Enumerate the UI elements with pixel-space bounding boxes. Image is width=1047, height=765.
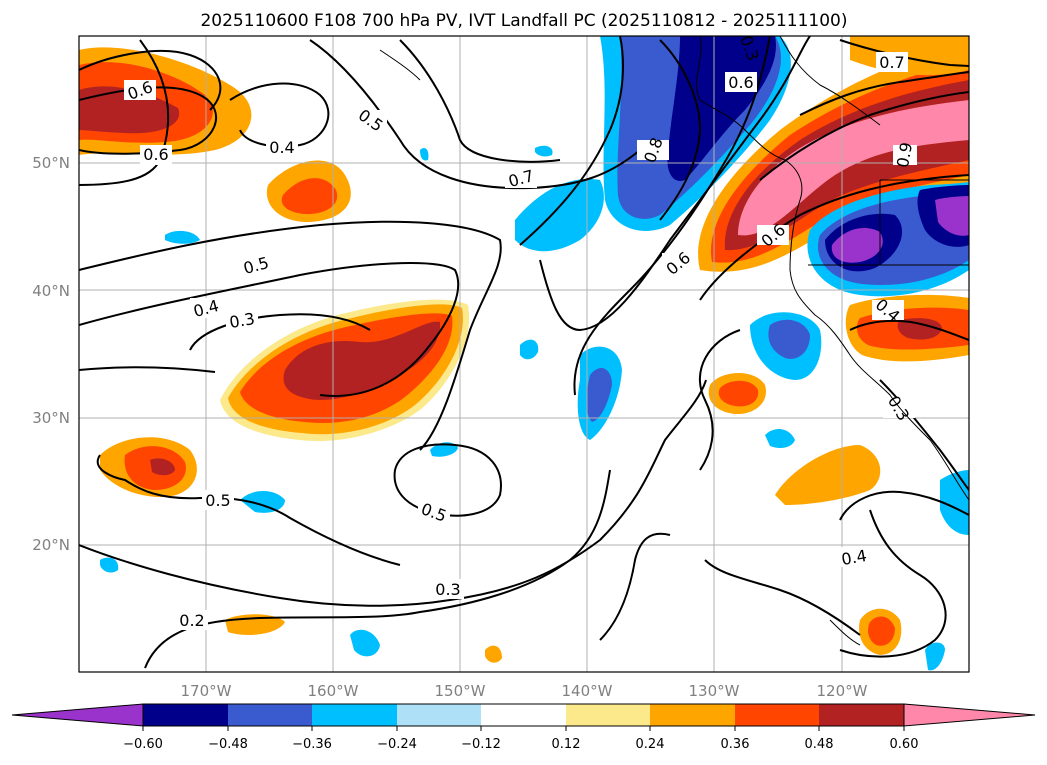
colorbar-segment <box>735 704 819 726</box>
colorbar-tick: 0.60 <box>890 737 919 752</box>
contour-labels: 0.6 0.6 0.5 0.4 0.7 0.8 0.6 0.6 0.7 0.5 … <box>124 33 917 630</box>
lon-tick: 160°W <box>308 682 359 700</box>
colorbar-extend-low <box>11 703 144 727</box>
contour-layer <box>79 36 969 669</box>
colorbar-segment <box>397 704 481 726</box>
colorbar-segment <box>819 704 904 726</box>
colorbar-segment <box>228 704 312 726</box>
colorbar-extend-high <box>903 703 1036 727</box>
lon-tick: 130°W <box>689 682 740 700</box>
lon-tick: 150°W <box>435 682 486 700</box>
colorbar-segment <box>566 704 650 726</box>
colorbar-segment <box>481 704 566 726</box>
coastline <box>379 36 969 646</box>
colorbar-tick: −0.48 <box>208 737 248 752</box>
colorbar-tick: 0.48 <box>805 737 834 752</box>
lon-tick: 170°W <box>181 682 232 700</box>
contour-label: 0.3 <box>435 580 460 599</box>
map-panel: 0.6 0.6 0.5 0.4 0.7 0.8 0.6 0.6 0.7 0.5 … <box>78 33 970 673</box>
contour-label: 0.4 <box>840 546 868 569</box>
lat-tick: 20°N <box>32 536 70 554</box>
lon-ticks: 170°W 160°W 150°W 140°W 130°W 120°W <box>181 682 868 700</box>
contour-label: 0.3 <box>228 309 256 332</box>
colorbar-tick: −0.60 <box>123 737 163 752</box>
lat-tick: 50°N <box>32 154 70 172</box>
colorbar-segment <box>650 704 735 726</box>
colorbar-segment <box>312 704 397 726</box>
colorbar-segment <box>143 704 228 726</box>
colorbar: −0.60 −0.48 −0.36 −0.24 −0.12 0.12 0.24 … <box>11 703 1036 752</box>
contour-label: 0.7 <box>879 53 904 72</box>
contour-label: 0.5 <box>205 491 230 510</box>
strong-anomaly-pink <box>738 100 969 236</box>
lon-tick: 140°W <box>562 682 613 700</box>
warm-anomaly-southeast <box>775 445 881 505</box>
colorbar-tick: 0.36 <box>721 737 750 752</box>
map-title: 2025110600 F108 700 hPa PV, IVT Landfall… <box>200 11 847 31</box>
contour-label: 0.2 <box>179 611 204 630</box>
colorbar-tick: 0.12 <box>552 737 581 752</box>
colorbar-tick: −0.12 <box>461 737 501 752</box>
contour-label: 0.6 <box>143 145 168 164</box>
lat-tick: 40°N <box>32 282 70 300</box>
colorbar-tick: −0.24 <box>377 737 417 752</box>
colorbar-tick: 0.24 <box>636 737 665 752</box>
cold-anomaly-central <box>515 179 604 252</box>
lat-tick: 30°N <box>32 409 70 427</box>
colorbar-tick: −0.36 <box>292 737 332 752</box>
contour-label: 0.4 <box>269 138 294 157</box>
contour-label: 0.6 <box>728 73 753 92</box>
lat-ticks: 50°N 40°N 30°N 20°N <box>32 154 70 554</box>
contour-label: 0.9 <box>893 141 916 169</box>
lon-tick: 120°W <box>817 682 868 700</box>
